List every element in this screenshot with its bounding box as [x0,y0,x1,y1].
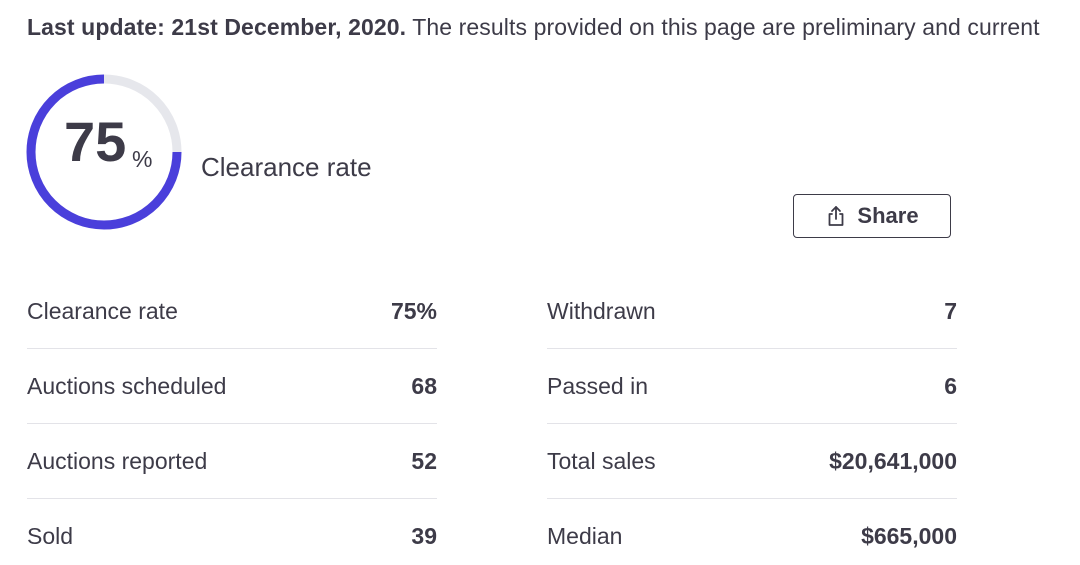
preliminary-results-note: The results provided on this page are pr… [406,14,1040,40]
share-button[interactable]: Share [793,194,951,238]
gauge-unit: % [132,146,153,172]
stats-table-right: Withdrawn 7 Passed in 6 Total sales $20,… [547,274,957,565]
stat-value: 6 [944,372,957,399]
stat-value: $20,641,000 [829,447,957,474]
stat-value: $665,000 [861,523,957,549]
last-update-date: Last update: 21st December, 2020. [27,14,407,40]
stat-row-sold: Sold 39 [27,499,437,565]
stat-row-total-sales: Total sales $20,641,000 [547,424,957,499]
stat-row-auctions-reported: Auctions reported 52 [27,424,437,499]
stat-value: 39 [411,523,437,549]
stat-value: 52 [411,447,437,474]
stat-value: 68 [411,372,437,399]
stat-row-withdrawn: Withdrawn 7 [547,274,957,349]
stat-label: Clearance rate [27,297,178,324]
gauge-label: Clearance rate [201,152,372,182]
stat-label: Auctions reported [27,447,208,474]
share-upload-icon [825,205,847,227]
stats-table-left: Clearance rate 75% Auctions scheduled 68… [27,274,437,565]
stat-label: Passed in [547,372,649,399]
stat-label: Auctions scheduled [27,372,227,399]
gauge-value: 75 [64,110,127,173]
clearance-rate-gauge: 75 % [24,72,184,232]
gauge-ring [26,74,182,230]
stat-row-passed-in: Passed in 6 [547,349,957,424]
stat-row-clearance-rate: Clearance rate 75% [27,274,437,349]
last-update-notice: Last update: 21st December, 2020. The re… [27,14,1040,41]
gauge-fill [26,74,182,230]
share-button-label: Share [857,203,919,228]
stat-row-auctions-scheduled: Auctions scheduled 68 [27,349,437,424]
stat-label: Sold [27,523,74,549]
stat-row-median: Median $665,000 [547,499,957,565]
stat-label: Total sales [547,447,656,474]
stat-value: 75% [390,297,437,324]
stat-value: 7 [944,297,957,324]
stat-label: Withdrawn [547,297,656,324]
stat-label: Median [547,523,623,549]
